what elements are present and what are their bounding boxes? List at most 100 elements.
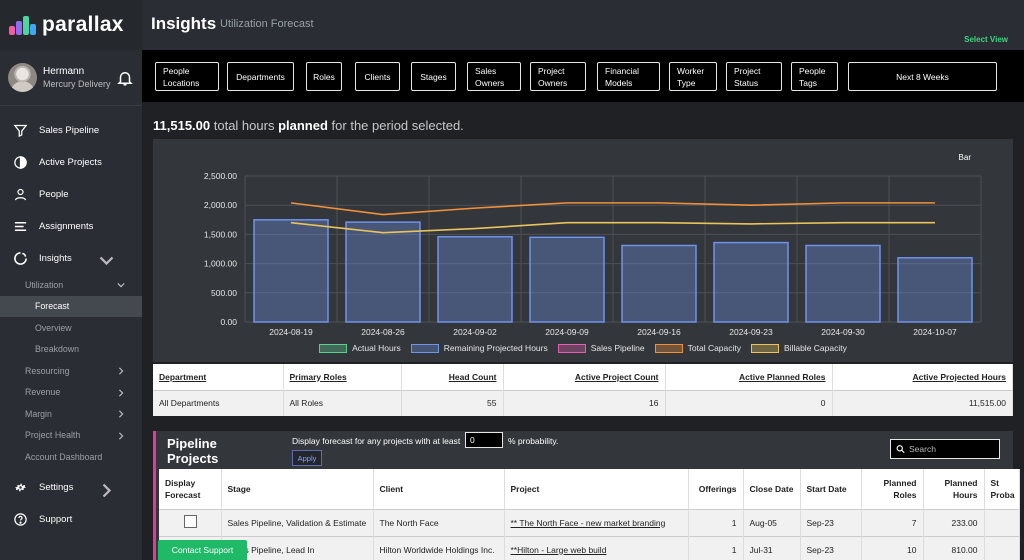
- person-icon: [14, 188, 27, 200]
- y-tick-label: 2,000.00: [204, 200, 237, 210]
- avatar: [8, 63, 37, 92]
- pipeline-cell: 1: [688, 535, 744, 560]
- sidebar-sub-project-health[interactable]: Project Health: [0, 425, 142, 447]
- sidebar-item-sales-pipeline[interactable]: Sales Pipeline: [0, 114, 142, 146]
- pipeline-header[interactable]: Display Forecast: [159, 469, 222, 509]
- sidebar-item-label: Resourcing: [25, 365, 70, 376]
- stats-header[interactable]: Active Planned Roles: [665, 364, 833, 390]
- filter-people-locations[interactable]: People Locations: [155, 62, 219, 91]
- project-link[interactable]: **Hilton - Large web build: [504, 535, 689, 560]
- pipeline-header[interactable]: Client: [373, 469, 505, 509]
- filter-departments[interactable]: Departments: [227, 62, 294, 91]
- period-label: Next 8 Weeks: [896, 71, 949, 82]
- sidebar-item-insights[interactable]: Insights: [0, 242, 142, 274]
- legend-item[interactable]: Total Capacity: [654, 343, 742, 353]
- sidebar-sub-revenue[interactable]: Revenue: [0, 382, 142, 404]
- filter-roles[interactable]: Roles: [306, 62, 342, 91]
- stats-header[interactable]: Primary Roles: [283, 364, 402, 390]
- sidebar-sub-forecast[interactable]: Forecast: [0, 295, 142, 317]
- pipeline-header[interactable]: Planned Hours: [923, 469, 985, 509]
- sidebar-item-label: People: [39, 188, 69, 200]
- search-box[interactable]: [890, 439, 1000, 459]
- pipeline-header[interactable]: Offerings: [688, 469, 744, 509]
- chevron-right-icon: [118, 367, 124, 375]
- display-forecast-cell: [159, 508, 222, 536]
- pipeline-header[interactable]: Stage: [221, 469, 374, 509]
- sidebar-sub-account-dashboard[interactable]: Account Dashboard: [0, 446, 142, 468]
- legend-label: Total Capacity: [687, 343, 742, 353]
- legend-item[interactable]: Actual Hours: [319, 343, 401, 353]
- filter-people-tags[interactable]: People Tags: [791, 62, 838, 91]
- filter-stages[interactable]: Stages: [411, 62, 456, 91]
- pipeline-header[interactable]: St Proba: [984, 469, 1020, 509]
- sidebar-item-people[interactable]: People: [0, 178, 142, 210]
- select-view-link[interactable]: Select View: [964, 35, 1008, 44]
- pipeline-header[interactable]: Project: [504, 469, 689, 509]
- filter-label: Project Status: [734, 65, 761, 88]
- sidebar-sub-resourcing[interactable]: Resourcing: [0, 360, 142, 382]
- period-select[interactable]: Next 8 Weeks: [848, 62, 997, 91]
- pipeline-cell: The North Face: [373, 508, 505, 536]
- chevron-down-icon: [99, 256, 114, 266]
- pipeline-header[interactable]: Start Date: [800, 469, 862, 509]
- sidebar-item-active-projects[interactable]: Active Projects: [0, 146, 142, 178]
- sidebar-sub-utilization[interactable]: Utilization: [0, 274, 142, 296]
- pipeline-cell: Sep-23: [800, 535, 862, 560]
- legend-item[interactable]: Sales Pipeline: [557, 343, 645, 353]
- legend-label: Actual Hours: [352, 343, 401, 353]
- legend-swatch: [557, 343, 586, 353]
- chevron-right-icon: [102, 483, 112, 497]
- chart-type-toggle[interactable]: Bar: [958, 153, 971, 162]
- contact-support-button[interactable]: Contact Support: [158, 540, 247, 560]
- bar: [621, 244, 697, 323]
- display-forecast-checkbox[interactable]: [184, 515, 197, 528]
- sidebar-sub-margin[interactable]: Margin: [0, 403, 142, 425]
- stats-header[interactable]: Head Count: [401, 364, 504, 390]
- series-line: [290, 202, 935, 216]
- x-tick-label: 2024-08-19: [269, 327, 313, 337]
- bar: [345, 221, 421, 323]
- filter-project-status[interactable]: Project Status: [726, 62, 782, 91]
- filter-sales-owners[interactable]: Sales Owners: [467, 62, 521, 91]
- legend-item[interactable]: Remaining Projected Hours: [410, 343, 548, 353]
- sidebar-item-assignments[interactable]: Assignments: [0, 210, 142, 242]
- search-input[interactable]: [909, 444, 999, 454]
- legend-swatch: [654, 343, 683, 353]
- filter-label: People Tags: [799, 65, 826, 88]
- legend-item[interactable]: Billable Capacity: [751, 343, 847, 353]
- filter-project-owners[interactable]: Project Owners: [530, 62, 586, 91]
- sidebar-item-support[interactable]: Support: [0, 504, 142, 536]
- stats-header-row: Department Primary Roles Head Count Acti…: [153, 364, 1013, 390]
- sidebar-item-label: Account Dashboard: [25, 451, 103, 462]
- sidebar-item-settings[interactable]: Settings: [0, 472, 142, 504]
- filter-worker-type[interactable]: Worker Type: [669, 62, 717, 91]
- pipeline-table: Display Forecast Stage Client Project Of…: [159, 469, 1020, 560]
- stats-header[interactable]: Active Project Count: [503, 364, 666, 390]
- y-tick-label: 500.00: [211, 288, 237, 298]
- sidebar-sub-breakdown[interactable]: Breakdown: [0, 339, 142, 361]
- chart-legend: Actual Hours Remaining Projected Hours Sal…: [153, 343, 1013, 353]
- pipeline-header[interactable]: Planned Roles: [861, 469, 924, 509]
- logo[interactable]: parallax: [0, 0, 142, 50]
- filter-label: Project Owners: [538, 65, 568, 88]
- stats-header[interactable]: Department: [153, 364, 284, 390]
- stats-cell: 16: [503, 389, 666, 416]
- bar: [805, 244, 881, 323]
- legend-swatch: [319, 343, 348, 353]
- x-tick-label: 2024-09-16: [637, 327, 681, 337]
- sidebar-item-label: Forecast: [35, 301, 70, 312]
- table-row: Sales Pipeline, Validation & Estimate Th…: [159, 508, 1020, 536]
- stats-header[interactable]: Active Projected Hours: [832, 364, 1013, 390]
- filter-financial-models[interactable]: Financial Models: [597, 62, 660, 91]
- sidebar-sub-overview[interactable]: Overview: [0, 317, 142, 339]
- apply-button[interactable]: Apply: [292, 450, 322, 466]
- half-circle-icon: [14, 155, 27, 169]
- user-profile[interactable]: Hermann Mercury Delivery: [0, 50, 142, 106]
- project-link[interactable]: ** The North Face - new market branding: [504, 508, 689, 536]
- filter-clients[interactable]: Clients: [355, 62, 400, 91]
- pipeline-cell: Aug-05: [743, 508, 801, 536]
- pipeline-header[interactable]: Close Date: [743, 469, 801, 509]
- bell-icon[interactable]: [116, 69, 134, 87]
- probability-input[interactable]: [465, 432, 503, 448]
